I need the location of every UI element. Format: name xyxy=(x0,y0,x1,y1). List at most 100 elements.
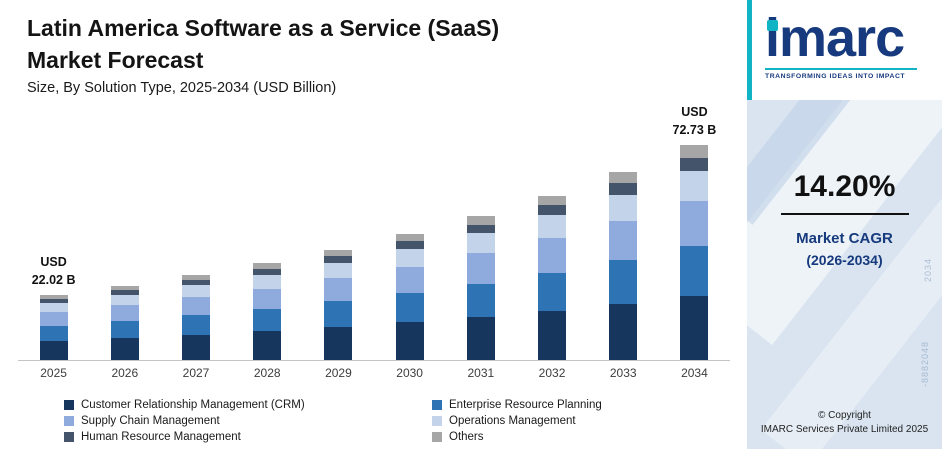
copyright-line1: © Copyright xyxy=(818,410,871,421)
bar-segment xyxy=(395,233,424,242)
x-axis-label: 2029 xyxy=(325,366,352,380)
x-axis-label: 2028 xyxy=(253,366,281,380)
x-axis-label: 2034 xyxy=(681,366,708,380)
bar-segment xyxy=(39,325,68,341)
legend-swatch xyxy=(432,432,442,442)
stacked-bar-chart: USD 22.02 B USD 72.73 B xyxy=(18,105,730,361)
bar-segment xyxy=(182,275,210,281)
x-axis-label: 2026 xyxy=(111,366,139,380)
stacked-bar xyxy=(395,233,424,360)
bar-segment xyxy=(324,278,353,302)
bar-segment xyxy=(466,224,495,234)
stacked-bar xyxy=(39,295,68,360)
bar-segment xyxy=(182,297,210,316)
bar-slot xyxy=(89,128,160,360)
bar-value-annotation: USD 22.02 B xyxy=(31,255,76,287)
bar-slot xyxy=(303,128,374,360)
x-axis-label: 2027 xyxy=(182,366,210,380)
stacked-bar xyxy=(466,215,495,360)
stacked-bar xyxy=(680,145,709,360)
legend-swatch xyxy=(432,400,442,410)
stacked-bar xyxy=(538,195,567,360)
x-axis-label: 2032 xyxy=(538,366,566,380)
bar-segment xyxy=(39,299,68,303)
bar-segment xyxy=(609,303,638,360)
bar-segment xyxy=(609,194,638,221)
bar-segment xyxy=(466,233,495,254)
bar-segment xyxy=(395,293,424,323)
chart-legend: Customer Relationship Management (CRM) En… xyxy=(64,399,602,443)
page-title: Latin America Software as a Service (Saa… xyxy=(27,15,500,73)
bar-slot: USD 22.02 B xyxy=(18,128,89,360)
stacked-bar xyxy=(253,263,282,360)
bar-segment xyxy=(39,312,68,326)
cagr-label: Market CAGR xyxy=(796,230,893,247)
bar-slot xyxy=(374,128,445,360)
bar-segment xyxy=(609,220,638,261)
bar-segment xyxy=(182,280,210,286)
legend-swatch xyxy=(64,432,74,442)
bar-segment xyxy=(395,266,424,294)
bar-segment xyxy=(324,262,353,279)
cagr-value: 14.20% xyxy=(793,170,896,203)
x-axis-label: 2031 xyxy=(467,366,495,380)
bar-segment xyxy=(39,302,68,313)
bar-slot xyxy=(160,128,231,360)
bar-segment xyxy=(466,253,495,284)
bar-segment xyxy=(395,249,424,267)
bar-slot xyxy=(516,128,587,360)
bar-segment xyxy=(110,285,139,291)
copyright-line2: IMARC Services Private Limited 2025 xyxy=(760,424,929,435)
legend-swatch xyxy=(64,416,74,426)
bar-segment xyxy=(466,316,495,360)
page-subtitle: Size, By Solution Type, 2025-2034 (USD B… xyxy=(27,80,337,96)
bar-segment xyxy=(253,288,282,309)
bar-slot xyxy=(232,128,303,360)
bar-segment xyxy=(609,183,638,195)
stacked-bar xyxy=(609,172,638,360)
bar-segment xyxy=(538,215,567,239)
bar-segment xyxy=(110,320,139,338)
bar-segment xyxy=(538,195,567,206)
stacked-bar xyxy=(182,275,210,360)
bar-segment xyxy=(395,322,424,360)
imarc-logo: imarc xyxy=(765,8,905,68)
legend-item: Customer Relationship Management (CRM) xyxy=(64,399,432,411)
bar-segment xyxy=(39,295,68,300)
bar-segment xyxy=(538,238,567,273)
bar-segment xyxy=(324,326,353,360)
bar-segment xyxy=(110,305,139,321)
cagr-period: (2026-2034) xyxy=(806,252,883,268)
stacked-bar xyxy=(110,285,139,360)
bar-value-annotation: USD 72.73 B xyxy=(672,105,717,137)
bar-segment xyxy=(538,272,567,311)
bar-segment xyxy=(609,260,638,304)
bar-segment xyxy=(253,269,282,276)
bar-segment xyxy=(538,310,567,360)
legend-label: Operations Management xyxy=(449,415,576,427)
bar-segment xyxy=(680,158,709,172)
imarc-tagline: TRANSFORMING IDEAS INTO IMPACT xyxy=(765,68,917,80)
bar-segment xyxy=(609,172,638,184)
bar-segment xyxy=(680,171,709,202)
imarc-logo-dot-icon xyxy=(767,20,778,31)
legend-label: Customer Relationship Management (CRM) xyxy=(81,399,305,411)
bar-slot xyxy=(445,128,516,360)
chart-panel: Latin America Software as a Service (Saa… xyxy=(18,15,730,443)
legend-label: Supply Chain Management xyxy=(81,415,220,427)
background-watermark-text: -8882048 xyxy=(919,340,930,388)
bar-segment xyxy=(680,145,709,159)
bar-slot: USD 72.73 B xyxy=(659,105,730,360)
cagr-underline xyxy=(780,213,909,215)
stacked-bar xyxy=(324,249,353,360)
bars-container: USD 22.02 B USD 72.73 B xyxy=(18,105,730,360)
legend-swatch xyxy=(64,400,74,410)
bar-segment xyxy=(253,275,282,289)
x-axis-label: 2025 xyxy=(40,366,67,380)
bar-segment xyxy=(680,246,709,296)
cagr-block: 14.20% Market CAGR (2026-2034) xyxy=(747,170,942,268)
bar-segment xyxy=(39,340,68,360)
bar-segment xyxy=(680,295,709,360)
legend-label: Enterprise Resource Planning xyxy=(449,399,602,411)
bar-segment xyxy=(324,249,353,257)
